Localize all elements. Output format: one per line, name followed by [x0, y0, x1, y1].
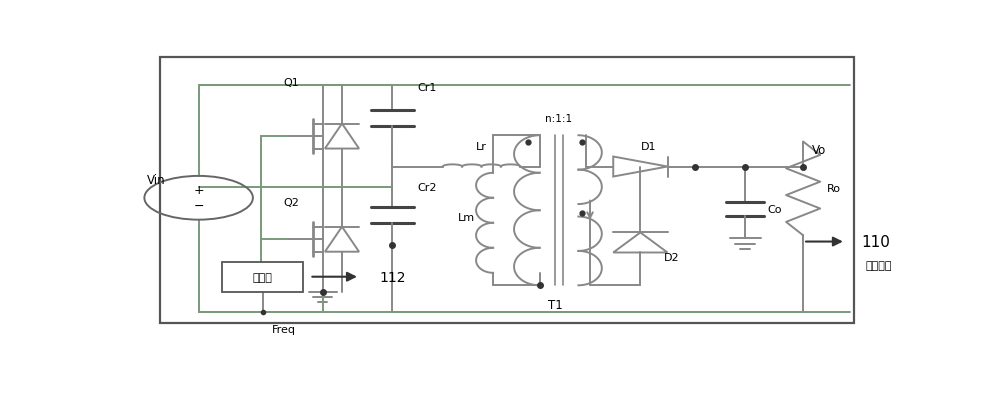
Text: 主变换器: 主变换器 — [865, 260, 892, 270]
Text: Freq: Freq — [272, 324, 296, 334]
Text: Vin: Vin — [147, 173, 165, 186]
Text: 110: 110 — [861, 234, 890, 249]
Text: Vo: Vo — [812, 143, 826, 156]
Text: Q2: Q2 — [284, 198, 300, 208]
Bar — [160, 58, 854, 323]
Text: Lr: Lr — [476, 142, 487, 152]
Text: Lm: Lm — [457, 212, 475, 222]
Text: Ro: Ro — [827, 184, 841, 194]
Text: D2: D2 — [664, 253, 679, 262]
Text: Cr1: Cr1 — [418, 83, 437, 93]
Text: +: + — [193, 184, 204, 197]
Text: T1: T1 — [548, 298, 562, 311]
Text: Co: Co — [767, 204, 782, 214]
Text: −: − — [193, 200, 204, 213]
Text: n:1:1: n:1:1 — [545, 114, 573, 124]
Text: 112: 112 — [379, 270, 406, 284]
Bar — [222, 262, 303, 292]
Text: D1: D1 — [640, 142, 656, 152]
Text: Cr2: Cr2 — [417, 182, 437, 192]
Text: 驱动器: 驱动器 — [253, 272, 272, 282]
Text: Q1: Q1 — [284, 78, 300, 88]
